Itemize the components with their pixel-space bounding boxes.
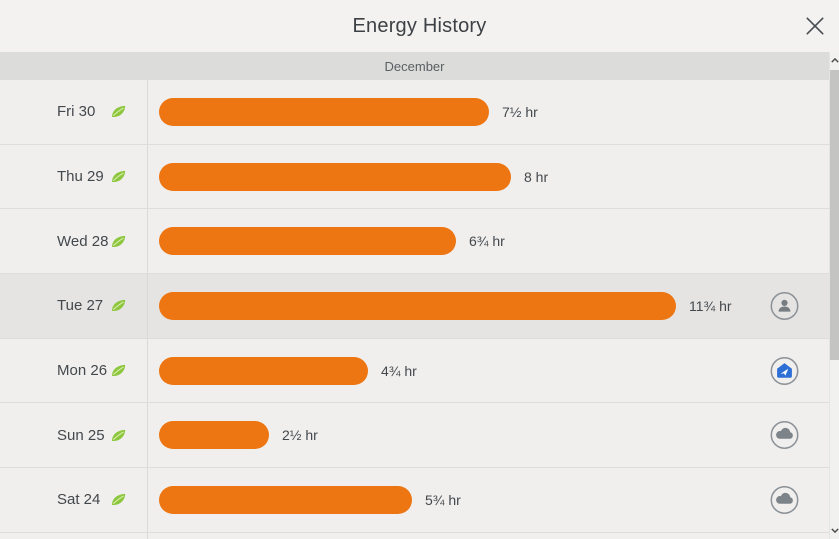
usage-bar (159, 162, 511, 191)
day-label: Sat 24 (57, 491, 101, 509)
duration-label: 2½ hr (282, 427, 318, 444)
leaf-icon (110, 427, 127, 444)
close-icon[interactable] (804, 15, 826, 37)
day-row[interactable]: Mon 26 4¾ hr (0, 338, 829, 404)
usage-bar (159, 227, 456, 256)
leaf-icon (110, 103, 127, 120)
day-row[interactable]: Thu 29 8 hr (0, 144, 829, 210)
cloud-icon[interactable] (770, 485, 799, 514)
usage-bar (159, 291, 676, 320)
scrollbar-thumb[interactable] (830, 70, 839, 360)
day-label: Fri 30 (57, 103, 96, 121)
day-label: Thu 29 (57, 168, 104, 186)
leaf-icon (110, 491, 127, 508)
usage-bar (159, 421, 269, 450)
day-cell: Mon 26 (0, 338, 148, 403)
leaf-icon (110, 168, 127, 185)
day-row[interactable]: Sun 25 2½ hr (0, 403, 829, 469)
duration-label: 7½ hr (502, 103, 538, 120)
chevron-down-icon[interactable] (830, 523, 839, 538)
month-header: December (0, 52, 829, 80)
usage-bar (159, 485, 412, 514)
day-row[interactable]: Wed 28 6¾ hr (0, 209, 829, 275)
cloud-icon[interactable] (770, 421, 799, 450)
day-label: Tue 27 (57, 297, 104, 315)
duration-label: 11¾ hr (689, 297, 732, 314)
leaf-icon (110, 362, 127, 379)
chevron-up-icon[interactable] (830, 53, 839, 68)
day-cell: Tue 27 (0, 274, 148, 338)
dialog-header: Energy History (0, 0, 839, 52)
bar-cell: 5¾ hr (148, 468, 829, 532)
duration-label: 4¾ hr (381, 362, 417, 379)
bar-cell: 7½ hr (148, 80, 829, 144)
home-icon[interactable] (770, 356, 799, 385)
leaf-icon (110, 233, 127, 250)
scrollbar-track[interactable] (829, 52, 839, 539)
duration-label: 8 hr (524, 168, 549, 185)
partial-next-row (0, 532, 829, 539)
day-row[interactable]: Tue 27 11¾ hr (0, 274, 829, 339)
day-row[interactable]: Fri 30 7½ hr (0, 80, 829, 145)
person-icon[interactable] (770, 291, 799, 320)
bar-cell: 4¾ hr (148, 339, 829, 403)
day-label: Wed 28 (57, 232, 109, 250)
day-label: Mon 26 (57, 362, 108, 380)
partial-day-cell (0, 532, 148, 539)
day-row[interactable]: Sat 24 5¾ hr (0, 468, 829, 533)
leaf-icon (110, 297, 127, 314)
bar-cell: 6¾ hr (148, 209, 829, 273)
usage-bar (159, 97, 489, 126)
day-label: Sun 25 (57, 426, 105, 444)
bar-cell: 11¾ hr (148, 274, 829, 338)
day-cell: Sat 24 (0, 468, 148, 532)
day-cell: Fri 30 (0, 80, 148, 144)
day-cell: Sun 25 (0, 403, 148, 468)
bar-cell: 8 hr (148, 145, 829, 209)
day-cell: Wed 28 (0, 209, 148, 274)
duration-label: 6¾ hr (469, 233, 505, 250)
day-cell: Thu 29 (0, 144, 148, 209)
duration-label: 5¾ hr (425, 491, 461, 508)
bar-cell: 2½ hr (148, 403, 829, 467)
day-list: Fri 30 7½ hr Thu 29 (0, 80, 829, 539)
page-title: Energy History (352, 14, 487, 37)
usage-bar (159, 356, 368, 385)
